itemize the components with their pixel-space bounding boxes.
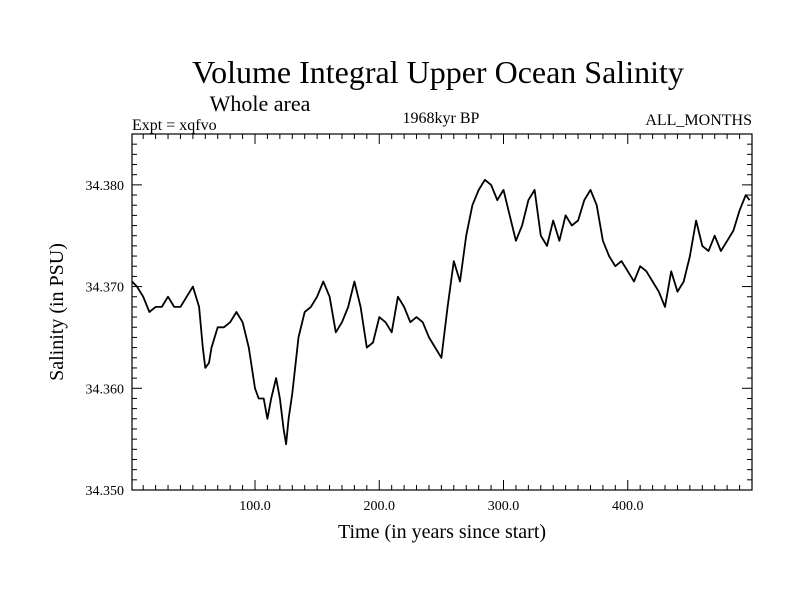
y-tick-label: 34.350 (86, 484, 125, 499)
expt-label: Expt = xqfvo (132, 117, 217, 134)
months-label: ALL_MONTHS (645, 112, 752, 129)
x-tick-label: 100.0 (239, 499, 271, 514)
chart-title: Volume Integral Upper Ocean Salinity (192, 54, 684, 90)
tick-labels: 100.0 200.0 300.0 400.0 34.350 34.360 34.370 34… (86, 179, 644, 514)
y-tick-label: 34.370 (86, 281, 125, 296)
period-label: 1968kyr BP (403, 110, 480, 127)
y-tick-label: 34.360 (86, 382, 125, 397)
x-tick-label: 300.0 (488, 499, 520, 514)
x-axis-label: Time (in years since start) (338, 521, 546, 543)
y-axis-label: Salinity (in PSU) (46, 243, 68, 381)
salinity-series-line (131, 178, 751, 446)
axis-ticks (132, 134, 752, 490)
x-tick-label: 400.0 (612, 499, 644, 514)
y-tick-label: 34.380 (86, 179, 125, 194)
plot-frame (131, 133, 753, 491)
chart-subtitle: Whole area (210, 91, 311, 116)
x-tick-label: 200.0 (364, 499, 396, 514)
